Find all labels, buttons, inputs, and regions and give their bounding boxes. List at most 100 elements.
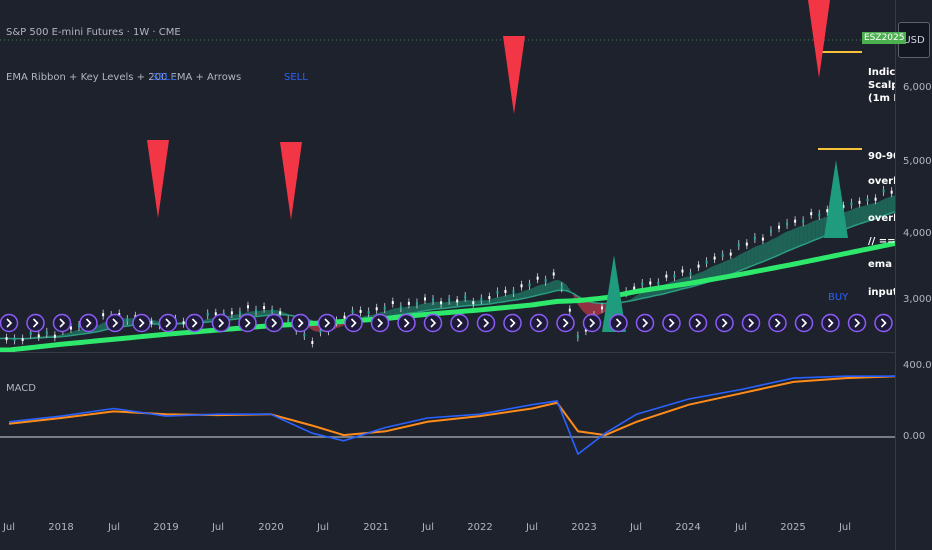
ema-ribbon-segment: [231, 314, 236, 320]
arrow-marker-icon: [688, 313, 708, 333]
macd-title[interactable]: MACD: [6, 383, 36, 394]
candle-body: [271, 309, 274, 313]
overlay-text: overla: [868, 176, 904, 187]
ema-ribbon-segment: [593, 302, 598, 317]
ema-ribbon-segment: [396, 307, 401, 316]
candle-body: [432, 298, 435, 302]
ema-ribbon-segment: [336, 323, 341, 329]
arrow-marker-chevron: [854, 318, 861, 328]
time-tick-label: 2021: [363, 522, 389, 533]
ema-ribbon-segment: [537, 284, 542, 296]
sell-arrow-icon: [808, 0, 830, 78]
symbol-title[interactable]: S&P 500 E-mini Futures · 1W · CME: [6, 27, 181, 38]
time-tick-label: 2023: [571, 522, 597, 533]
ema-ribbon-segment: [859, 206, 864, 224]
ema-ribbon-segment: [565, 284, 570, 292]
ema-ribbon-segment: [74, 329, 80, 335]
candle-body: [761, 237, 764, 241]
candle-body: [150, 320, 153, 324]
arrow-marker-ring: [715, 313, 734, 333]
ema-ribbon-segment: [416, 304, 421, 313]
candle-body: [512, 290, 515, 294]
arrow-marker-icon: [529, 313, 549, 333]
candle-body: [214, 312, 217, 316]
ema-ribbon-segment: [400, 307, 405, 315]
arrow-marker-chevron: [562, 318, 569, 328]
ema-ribbon-segment: [851, 207, 856, 227]
ema-ribbon-segment: [638, 292, 643, 300]
ema-ribbon-segment: [264, 310, 269, 316]
overlay-text: ema: [868, 259, 892, 270]
ema-ribbon-segment: [280, 310, 285, 315]
candle-body: [448, 298, 451, 302]
candle-body: [488, 296, 491, 300]
ema-ribbon-segment: [553, 279, 558, 292]
arrow-marker-icon: [317, 313, 337, 333]
ema-ribbon-segment: [585, 300, 590, 317]
arrow-marker-ring: [609, 313, 628, 333]
ema-ribbon-segment: [123, 318, 128, 327]
ema-ribbon-segment: [799, 225, 804, 247]
candle-body: [118, 313, 121, 317]
candle-body: [689, 272, 692, 276]
ema-ribbon-segment: [501, 295, 506, 303]
arrow-marker-icon: [556, 313, 575, 333]
candle-body: [206, 312, 209, 316]
time-tick-label: 2025: [780, 522, 806, 533]
arrow-marker-ring: [397, 313, 416, 333]
macd-line: [8, 375, 932, 456]
ema-ribbon-segment: [754, 245, 759, 265]
ema-ribbon-segment: [497, 296, 502, 303]
candle-body: [246, 305, 249, 309]
ema-ribbon-segment: [726, 259, 731, 276]
arrow-marker-icon: [503, 313, 522, 333]
arrow-marker-ring: [874, 313, 893, 333]
ema-ribbon-segment: [811, 220, 816, 242]
arrow-marker-chevron: [218, 318, 225, 328]
arrow-marker-icon: [847, 313, 867, 333]
ema-ribbon-segment: [549, 280, 554, 293]
time-tick-label: Jul: [838, 522, 852, 533]
candle-body: [745, 242, 748, 246]
ema-ribbon-segment: [465, 299, 470, 306]
candle-body: [657, 281, 660, 285]
arrow-marker-icon: [450, 313, 469, 333]
ema-ribbon-segment: [473, 300, 478, 306]
arrow-marker-ring: [26, 313, 45, 333]
arrow-marker-chevron: [6, 318, 13, 328]
arrow-marker-icon: [238, 313, 257, 333]
ema-ribbon-segment: [875, 201, 880, 219]
sell-arrow-icon: [147, 140, 169, 218]
arrow-marker-icon: [874, 313, 893, 333]
ema-ribbon-segment: [151, 319, 156, 325]
candle-body: [786, 222, 789, 226]
candle-body: [367, 310, 370, 314]
ema-ribbon-segment: [404, 306, 409, 314]
candle-body: [576, 334, 579, 338]
pane-separator[interactable]: [0, 352, 895, 353]
candle-body: [407, 301, 410, 305]
arrow-marker-ring: [741, 313, 761, 333]
price-tick-label: 3,000.00: [903, 294, 932, 305]
arrow-marker-ring: [423, 313, 443, 333]
arrow-marker-ring: [52, 313, 72, 333]
time-tick-label: 2022: [467, 522, 493, 533]
candle-body: [568, 308, 571, 312]
arrow-marker-chevron: [721, 318, 728, 328]
ticker-badge: ESZ2025: [862, 32, 907, 44]
candle-body: [673, 274, 676, 278]
ema-ribbon-segment: [493, 297, 498, 304]
indicator-title[interactable]: EMA Ribbon + Key Levels + 200 EMA + Arro…: [6, 72, 242, 83]
ema-ribbon-segment: [155, 320, 160, 325]
arrow-marker-chevron: [483, 318, 490, 328]
price-axis[interactable]: [895, 0, 932, 550]
ema-ribbon-segment: [879, 199, 884, 218]
candle-body: [681, 269, 684, 273]
arrow-marker-ring: [264, 313, 284, 333]
overlay-text: 90-90: [868, 151, 900, 162]
sell-arrow-icon: [503, 36, 525, 114]
ema-ribbon-segment: [453, 301, 458, 308]
arrow-marker-icon: [609, 313, 628, 333]
ema-ribbon-segment: [392, 307, 397, 316]
